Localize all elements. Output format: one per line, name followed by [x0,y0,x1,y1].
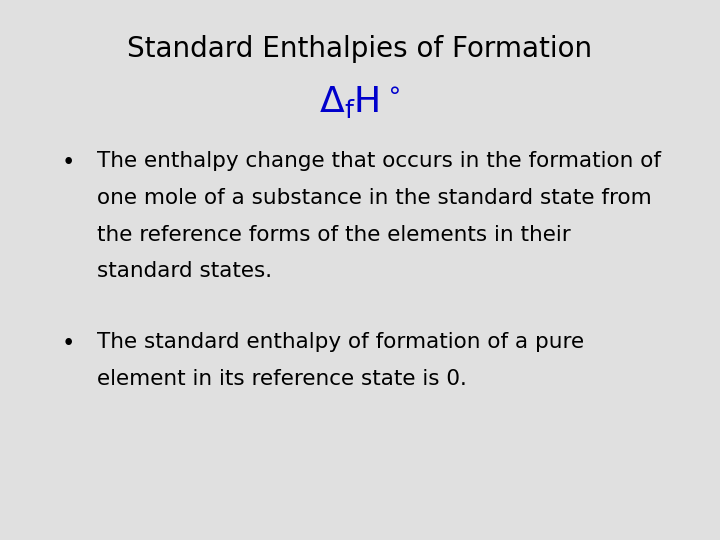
Text: $\mathregular{\Delta_f H^\circ}$: $\mathregular{\Delta_f H^\circ}$ [320,84,400,120]
Text: The enthalpy change that occurs in the formation of: The enthalpy change that occurs in the f… [97,151,661,171]
Text: element in its reference state is 0.: element in its reference state is 0. [97,369,467,389]
Text: one mole of a substance in the standard state from: one mole of a substance in the standard … [97,188,652,208]
Text: •: • [62,151,75,174]
Text: The standard enthalpy of formation of a pure: The standard enthalpy of formation of a … [97,332,585,352]
Text: •: • [62,332,75,355]
Text: standard states.: standard states. [97,261,272,281]
Text: Standard Enthalpies of Formation: Standard Enthalpies of Formation [127,35,593,63]
Text: the reference forms of the elements in their: the reference forms of the elements in t… [97,225,571,245]
